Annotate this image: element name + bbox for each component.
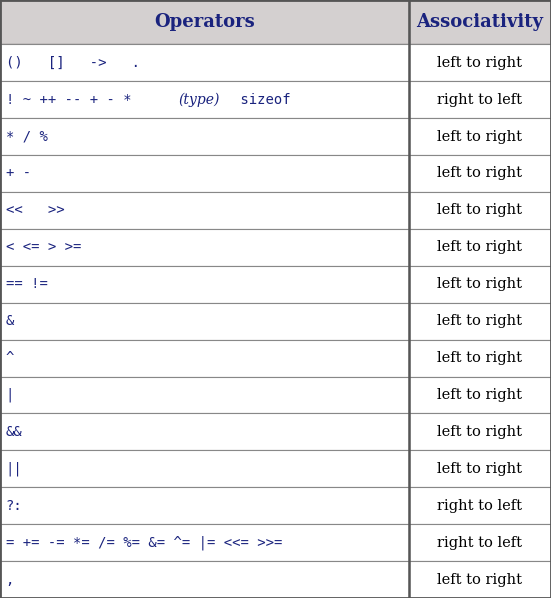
Bar: [0, 266, 409, 303]
Text: &&: &&: [6, 425, 22, 439]
Text: left to right: left to right: [437, 572, 522, 587]
Text: left to right: left to right: [437, 425, 522, 439]
Text: &: &: [6, 314, 14, 328]
Bar: [409, 561, 551, 598]
Bar: [409, 303, 551, 340]
Bar: [409, 81, 551, 118]
Bar: [0, 118, 409, 155]
Text: right to left: right to left: [437, 93, 522, 106]
Text: Operators: Operators: [154, 13, 255, 31]
Bar: [409, 0, 551, 44]
Bar: [0, 561, 409, 598]
Bar: [409, 155, 551, 192]
Text: + -: + -: [6, 166, 31, 181]
Bar: [0, 450, 409, 487]
Bar: [409, 44, 551, 81]
Text: ! ~ ++ -- + - *: ! ~ ++ -- + - *: [6, 93, 139, 106]
Text: == !=: == !=: [6, 277, 47, 291]
Bar: [409, 450, 551, 487]
Text: Associativity: Associativity: [417, 13, 543, 31]
Text: * / %: * / %: [6, 130, 47, 144]
Bar: [0, 303, 409, 340]
Text: < <= > >=: < <= > >=: [6, 240, 81, 254]
Text: left to right: left to right: [437, 462, 522, 476]
Bar: [409, 524, 551, 561]
Text: ,: ,: [6, 572, 14, 587]
Text: left to right: left to right: [437, 351, 522, 365]
Bar: [0, 81, 409, 118]
Bar: [0, 0, 409, 44]
Bar: [409, 340, 551, 377]
Bar: [409, 413, 551, 450]
Bar: [0, 413, 409, 450]
Bar: [0, 487, 409, 524]
Text: left to right: left to right: [437, 240, 522, 254]
Text: |: |: [6, 388, 14, 402]
Text: = += -= *= /= %= &= ^= |= <<= >>=: = += -= *= /= %= &= ^= |= <<= >>=: [6, 535, 282, 550]
Text: right to left: right to left: [437, 536, 522, 550]
Text: left to right: left to right: [437, 314, 522, 328]
Text: ?:: ?:: [6, 499, 22, 512]
Text: (type): (type): [179, 93, 220, 107]
Bar: [409, 377, 551, 413]
Bar: [0, 192, 409, 229]
Bar: [409, 192, 551, 229]
Text: left to right: left to right: [437, 130, 522, 144]
Bar: [0, 155, 409, 192]
Bar: [0, 229, 409, 266]
Text: right to left: right to left: [437, 499, 522, 512]
Bar: [0, 524, 409, 561]
Text: ^: ^: [6, 351, 14, 365]
Text: left to right: left to right: [437, 166, 522, 181]
Bar: [409, 229, 551, 266]
Text: <<   >>: << >>: [6, 203, 64, 218]
Bar: [0, 44, 409, 81]
Text: ()   []   ->   .: () [] -> .: [6, 56, 139, 70]
Text: ||: ||: [6, 462, 22, 476]
Bar: [0, 377, 409, 413]
Bar: [409, 118, 551, 155]
Text: left to right: left to right: [437, 56, 522, 70]
Text: left to right: left to right: [437, 203, 522, 218]
Text: left to right: left to right: [437, 277, 522, 291]
Text: left to right: left to right: [437, 388, 522, 402]
Bar: [409, 487, 551, 524]
Bar: [0, 340, 409, 377]
Text: sizeof: sizeof: [232, 93, 290, 106]
Bar: [409, 266, 551, 303]
